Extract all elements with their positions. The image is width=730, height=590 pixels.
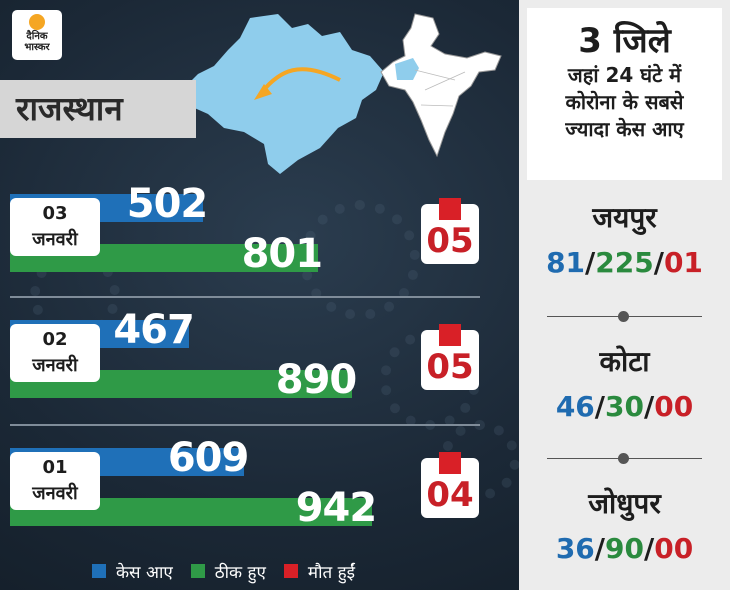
district-cases: 46 — [555, 390, 595, 423]
date-month: जनवरी — [32, 483, 78, 504]
brand-logo: दैनिक भास्कर — [12, 10, 62, 60]
district-recovered: 90 — [605, 532, 644, 565]
state-label: राजस्थान — [0, 80, 196, 138]
stats-separator: / — [594, 390, 606, 423]
legend-swatch-recovered — [190, 564, 205, 578]
bar-label-recovered: 801 — [241, 231, 323, 277]
legend-swatch-deaths — [283, 564, 298, 578]
district-jaipur: जयपुर 81/225/01 — [519, 198, 730, 279]
chart-legend: केस आए ठीक हुए मौत हुईं — [92, 560, 373, 583]
legend-item-deaths: मौत हुईं — [283, 560, 355, 583]
sidebar-header: 3 जिले जहां 24 घंटे में कोरोना के सबसे ज… — [527, 8, 722, 180]
date-day: 03 — [42, 203, 68, 224]
india-map — [380, 13, 502, 158]
district-cases: 36 — [555, 532, 595, 565]
death-count-box: 05 — [421, 324, 479, 390]
district-stats: 46/30/00 — [519, 390, 730, 423]
legend-swatch-cases — [92, 564, 106, 578]
bar-label-cases: 467 — [113, 307, 194, 353]
row-divider — [10, 296, 480, 298]
stats-separator: / — [585, 246, 596, 279]
sidebar-title: 3 जिले — [578, 21, 671, 61]
district-stats: 81/225/01 — [519, 246, 730, 279]
date-month: जनवरी — [32, 229, 78, 250]
date-day: 01 — [42, 457, 68, 478]
district-name: जोधुपर — [588, 487, 661, 520]
district-recovered: 30 — [605, 390, 644, 423]
rajasthan-map — [184, 14, 384, 174]
sidebar-subtitle-line: जहां 24 घंटे में — [567, 63, 682, 87]
district-stats: 36/90/00 — [519, 532, 730, 565]
district-name: जयपुर — [592, 201, 657, 234]
district-deaths: 00 — [654, 390, 694, 423]
bar-label-cases: 502 — [126, 181, 208, 227]
district-jodhpur: जोधुपर 36/90/00 — [519, 484, 730, 565]
date-day: 02 — [42, 329, 68, 350]
death-flag-icon — [439, 324, 461, 346]
stats-separator: / — [643, 532, 655, 565]
district-deaths: 01 — [663, 246, 703, 279]
date-label: 02 जनवरी — [10, 324, 100, 382]
stats-separator: / — [594, 532, 606, 565]
bar-label-cases: 609 — [167, 435, 249, 481]
brand-line2: भास्कर — [24, 42, 50, 53]
district-divider — [547, 311, 702, 322]
sun-icon — [29, 14, 45, 30]
district-name: कोटा — [599, 345, 650, 378]
death-count-box: 05 — [421, 198, 479, 264]
district-sidebar: 3 जिले जहां 24 घंटे में कोरोना के सबसे ज… — [519, 0, 730, 590]
death-count: 05 — [426, 221, 474, 261]
legend-item-recovered: ठीक हुए — [190, 560, 266, 583]
date-label: 03 जनवरी — [10, 198, 100, 256]
district-kota: कोटा 46/30/00 — [519, 342, 730, 423]
death-count: 04 — [426, 475, 474, 515]
brand-line1: दैनिक — [26, 31, 48, 42]
row-divider — [10, 424, 480, 426]
district-deaths: 00 — [654, 532, 694, 565]
legend-item-cases: केस आए — [92, 560, 173, 583]
legend-label-deaths: मौत हुईं — [307, 562, 355, 583]
death-flag-icon — [439, 198, 461, 220]
death-count: 05 — [426, 347, 474, 387]
sidebar-subtitle-line: ज्यादा केस आए — [565, 117, 684, 141]
sidebar-subtitle-line: कोरोना के सबसे — [565, 90, 684, 114]
district-cases: 81 — [546, 246, 586, 279]
death-count-box: 04 — [421, 452, 479, 518]
date-label: 01 जनवरी — [10, 452, 100, 510]
date-month: जनवरी — [32, 355, 78, 376]
legend-label-cases: केस आए — [116, 562, 173, 583]
death-flag-icon — [439, 452, 461, 474]
stats-separator: / — [653, 246, 664, 279]
legend-label-recovered: ठीक हुए — [214, 562, 266, 583]
district-recovered: 225 — [595, 246, 654, 279]
stats-separator: / — [643, 390, 655, 423]
bar-label-recovered: 890 — [275, 357, 357, 403]
district-divider — [547, 453, 702, 464]
bar-label-recovered: 942 — [295, 485, 377, 531]
